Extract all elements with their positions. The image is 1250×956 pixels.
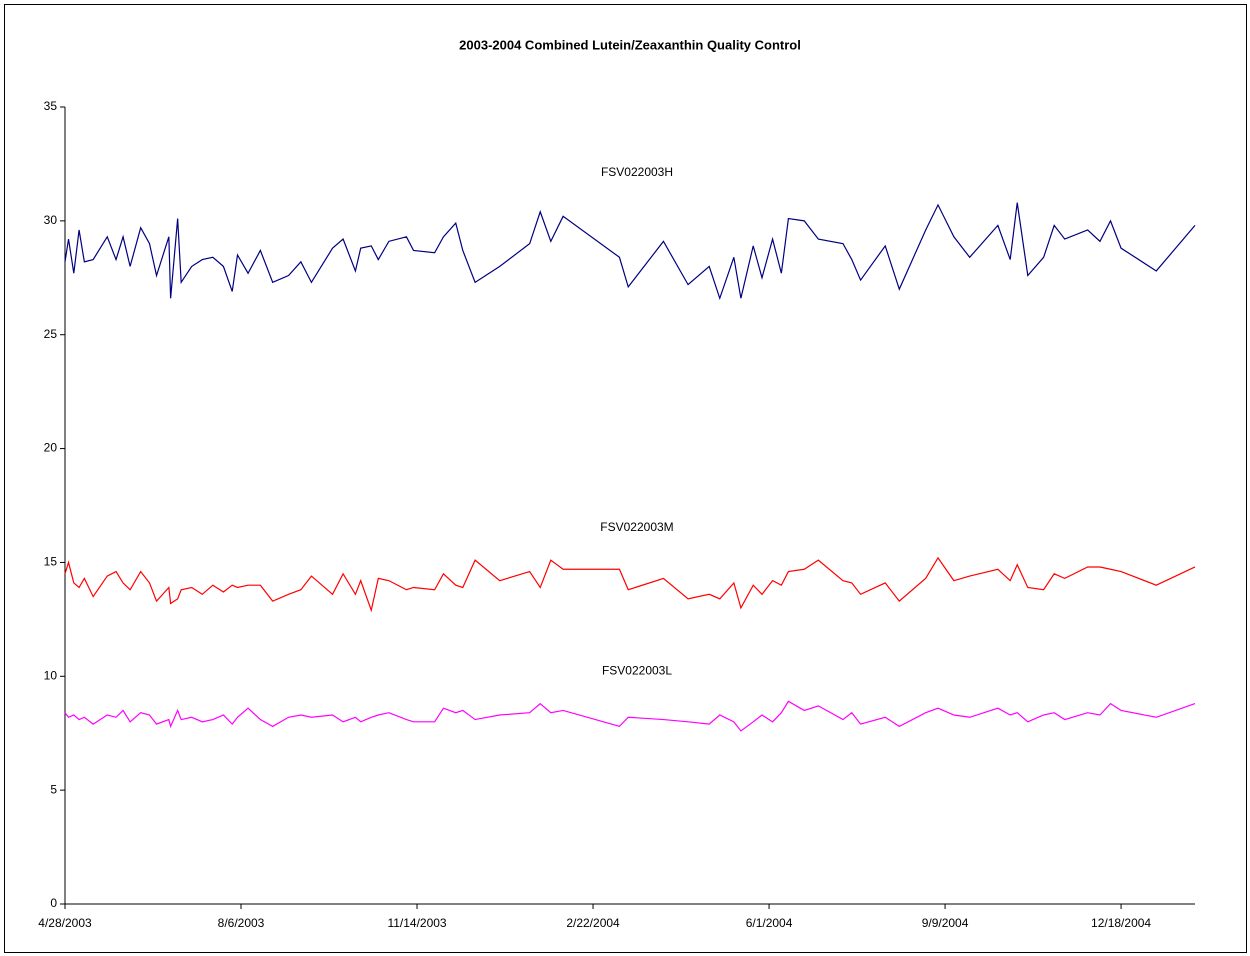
series-line xyxy=(64,556,1196,613)
x-tick-label: 8/6/2003 xyxy=(218,916,265,930)
y-tick-label: 15 xyxy=(44,555,58,569)
y-tick-label: 35 xyxy=(44,99,58,113)
x-tick-label: 6/1/2004 xyxy=(746,916,793,930)
chart-title: 2003-2004 Combined Lutein/Zeaxanthin Qua… xyxy=(459,37,801,52)
x-tick-label: 12/18/2004 xyxy=(1091,916,1151,930)
series-line xyxy=(64,202,1196,301)
x-tick-label: 11/14/2003 xyxy=(387,916,446,930)
series-line xyxy=(64,700,1196,732)
x-tick-label: 2/22/2004 xyxy=(566,916,620,930)
y-tick-label: 10 xyxy=(44,668,58,682)
y-tick-label: 25 xyxy=(44,327,58,341)
y-tick-label: 5 xyxy=(50,782,57,796)
chart-border xyxy=(4,4,1247,953)
series-label: FSV022003M xyxy=(600,520,673,534)
x-tick-label: 4/28/2003 xyxy=(38,916,92,930)
series-label: FSV022003L xyxy=(602,664,672,678)
y-tick-label: 0 xyxy=(50,896,57,910)
y-tick-label: 30 xyxy=(44,213,58,227)
x-tick-label: 9/9/2004 xyxy=(922,916,969,930)
series-label: FSV022003H xyxy=(601,165,673,179)
y-tick-label: 20 xyxy=(44,441,58,455)
